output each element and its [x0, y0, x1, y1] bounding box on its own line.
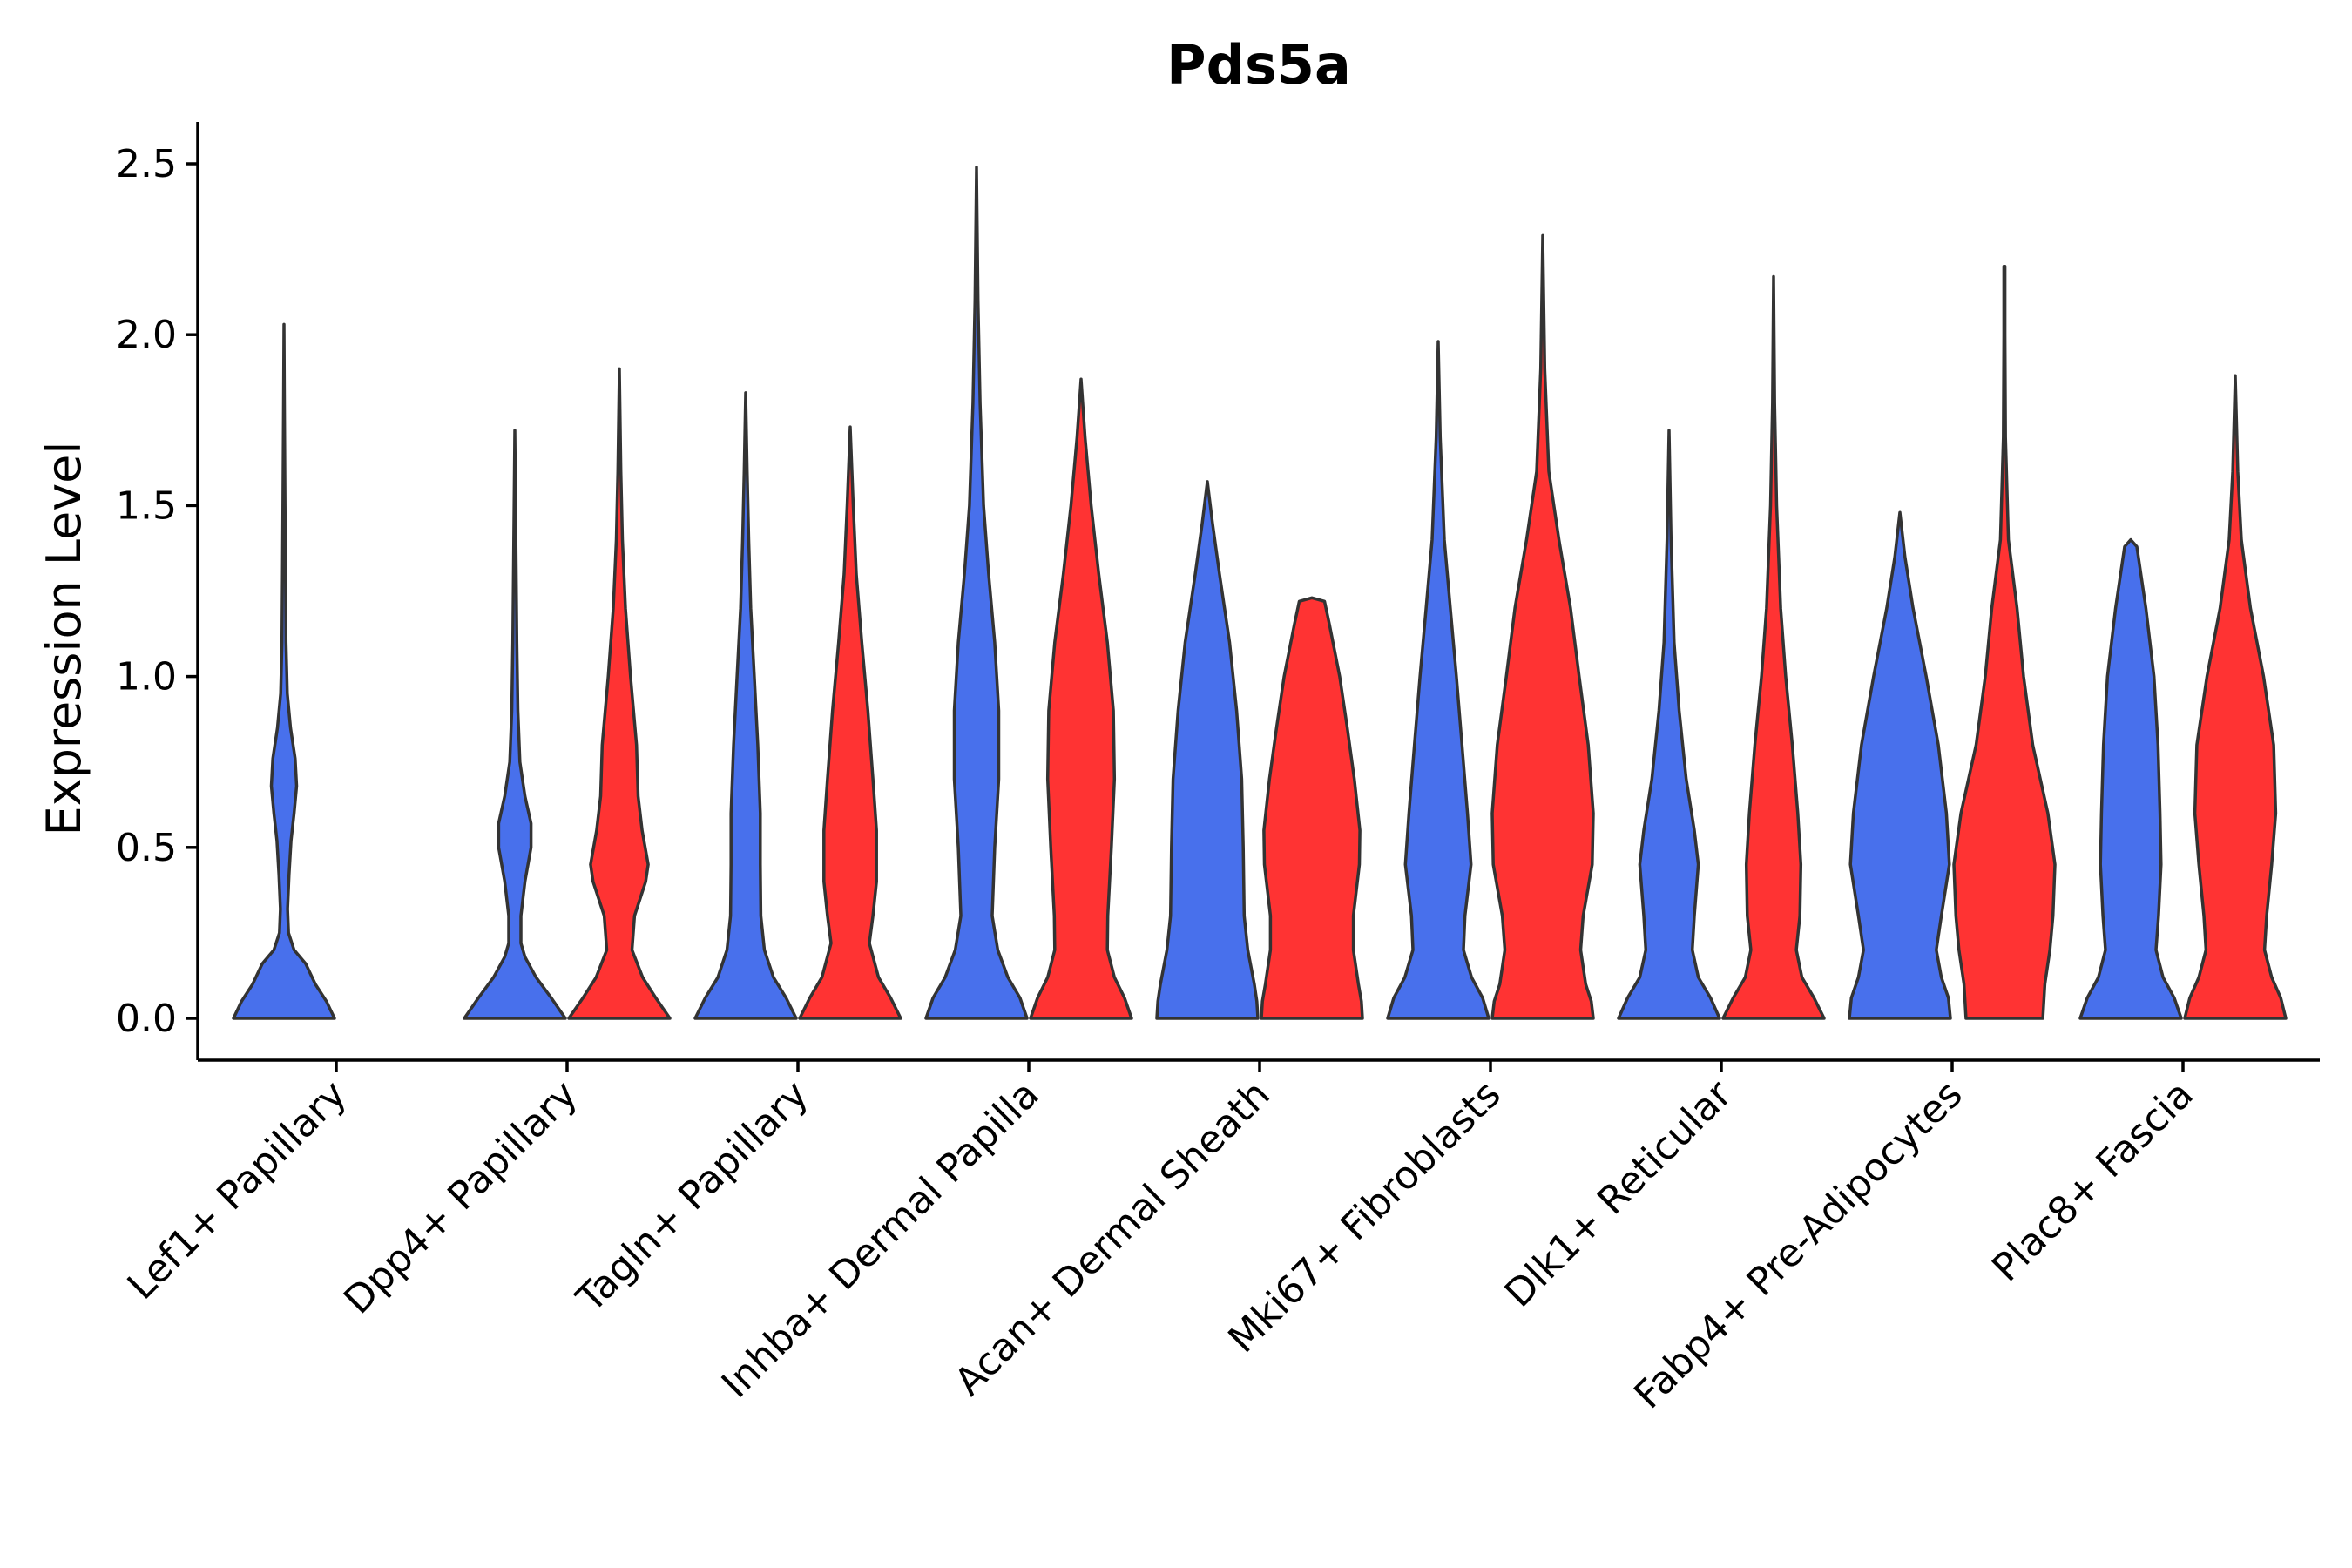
violin-acan-dermal-sheath-group1	[1155, 480, 1260, 1020]
violin-dlk1-reticular-group2	[1721, 274, 1826, 1020]
violin-lef1-papillary-group1	[232, 322, 336, 1020]
y-axis: 0.0 0.5 1.0 1.5 2.0 2.5	[116, 122, 199, 1060]
y-tick-label: 0.5	[116, 826, 177, 870]
violin-dpp4-papillary-group1	[463, 429, 567, 1020]
violin-fabp4-pre-adipocytes-group1	[1848, 510, 1952, 1020]
y-tick-label: 2.5	[116, 142, 177, 186]
violin-mki67-fibroblasts-group1	[1386, 340, 1490, 1020]
violin-dlk1-reticular-group1	[1617, 429, 1721, 1020]
chart-title: Pds5a	[1166, 33, 1351, 97]
x-tick-label-tagln-papillary: Tagln+ Papillary	[568, 1072, 817, 1321]
y-tick-label: 2.0	[116, 313, 177, 357]
x-tick-label-dlk1-reticular: Dlk1+ Reticular	[1497, 1071, 1741, 1316]
y-axis-label: Expression Level	[37, 442, 91, 836]
violin-inhba-dermal-papilla-group2	[1029, 377, 1133, 1020]
violin-plac8-fascia-group2	[2183, 374, 2288, 1020]
x-tick-label-lef1-papillary: Lef1+ Papillary	[119, 1072, 355, 1308]
violin-tagln-papillary-group2	[798, 425, 902, 1020]
violin-inhba-dermal-papilla-group1	[924, 166, 1029, 1020]
x-tick-label-plac8-fascia: Plac8+ Fascia	[1984, 1072, 2202, 1291]
violin-layer	[232, 166, 2288, 1020]
violin-plac8-fascia-group1	[2078, 537, 2183, 1020]
violin-mki67-fibroblasts-group2	[1490, 233, 1595, 1020]
violin-fabp4-pre-adipocytes-group2	[1952, 264, 2057, 1020]
violin-acan-dermal-sheath-group2	[1260, 596, 1364, 1020]
y-tick-label: 0.0	[116, 997, 177, 1041]
violin-tagln-papillary-group1	[693, 391, 798, 1020]
y-tick-label: 1.5	[116, 483, 177, 528]
y-tick-label: 1.0	[116, 655, 177, 700]
x-tick-label-dpp4-papillary: Dpp4+ Papillary	[335, 1072, 586, 1323]
violin-dpp4-papillary-group2	[567, 367, 672, 1020]
